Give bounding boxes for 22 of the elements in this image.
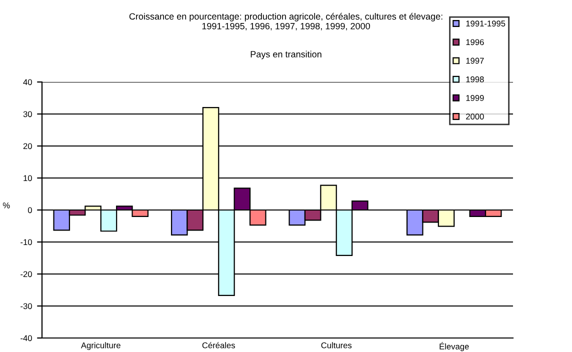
y-tick-label: -30: [20, 303, 32, 310]
y-tick-label: 10: [24, 175, 32, 182]
x-tick-label: Cultures: [321, 342, 352, 348]
y-tick-label: -40: [20, 335, 32, 342]
x-tick-label: Céréales: [202, 342, 235, 348]
legend-label: 1998: [466, 76, 484, 82]
x-tick-label: Élevage: [440, 342, 469, 352]
legend-label: 1997: [466, 58, 484, 64]
y-tick-label: -10: [20, 239, 32, 246]
y-tick-label: 20: [23, 143, 32, 150]
legend-label: 1991-1995: [466, 20, 506, 26]
y-tick-label: 40: [23, 79, 32, 86]
legend-label: 1999: [466, 95, 484, 101]
x-tick-label: Agriculture: [80, 342, 120, 350]
legend-label: 1996: [466, 39, 484, 46]
y-tick-label: -20: [20, 271, 32, 278]
y-tick-label: 30: [23, 111, 32, 118]
chart-title: Croissance en pourcentage: production agricole, céréales, cultures et élevage: 1991-1995, 1996, 1997, 1998, 1999, 2000: [129, 12, 442, 30]
chart-subtitle: Pays en transition: [250, 50, 322, 60]
legend-label: 2000: [466, 114, 484, 120]
y-tick-label: 0: [28, 207, 32, 214]
y-axis-title: %: [2, 202, 10, 208]
